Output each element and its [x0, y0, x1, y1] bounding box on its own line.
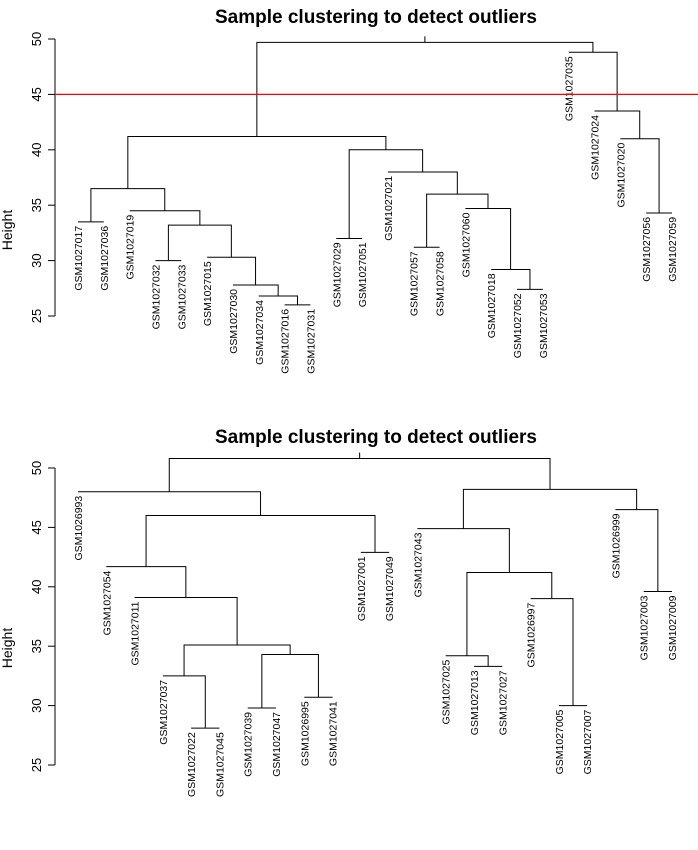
leaf-label: GSM1027007 [582, 709, 594, 774]
y-tick-label: 30 [29, 698, 44, 712]
leaf-label: GSM1027041 [328, 701, 340, 766]
leaf-label: GSM1027049 [384, 556, 396, 621]
dendrogram-panel-top: Sample clustering to detect outliers 25 3… [0, 7, 698, 374]
y-tick-label: 45 [29, 520, 44, 534]
y-tick-label: 45 [29, 87, 44, 101]
chart-title: Sample clustering to detect outliers [215, 427, 537, 448]
dendrogram-branch [620, 138, 660, 213]
dendrogram-branch [258, 295, 299, 305]
leaf-label: GSM1026999 [610, 513, 622, 578]
leaf-label: GSM1027053 [538, 293, 550, 358]
leaf-label: GSM1027017 [73, 226, 85, 291]
dendrogram-branch [183, 644, 291, 676]
dendrogram-branch [167, 224, 232, 261]
leaf-label: GSM1026997 [526, 603, 538, 668]
dendrogram-branch [127, 136, 387, 189]
dendrogram-branches [78, 36, 672, 306]
leaf-label: GSM1027020 [615, 143, 627, 208]
leaf-label: GSM1027052 [512, 293, 524, 358]
dendrogram-branch [465, 208, 512, 270]
dendrogram-branch [129, 210, 201, 226]
leaf-label: GSM1027059 [667, 217, 679, 282]
leaf-label: GSM1027009 [667, 595, 679, 660]
leaf-label: GSM1027027 [497, 670, 509, 735]
dendrogram-branch [530, 598, 574, 706]
y-tick-label: 25 [29, 758, 44, 772]
dendrogram-branch [78, 491, 262, 516]
leaf-label: GSM1027030 [228, 289, 240, 354]
leaf-label: GSM1027035 [564, 56, 576, 121]
dendrogram-branch [615, 509, 659, 592]
leaf-label: GSM1027016 [280, 309, 292, 374]
y-tick-label: 40 [29, 580, 44, 594]
dendrogram-branch [445, 655, 489, 667]
dendrogram-branch [417, 528, 510, 573]
y-tick-label: 50 [29, 32, 44, 46]
dendrogram-branch [426, 193, 489, 248]
leaf-label: GSM1027005 [554, 709, 566, 774]
leaf-label: GSM1027057 [409, 251, 421, 316]
leaf-label: GSM1027054 [101, 570, 113, 635]
dendrogram-branch [466, 572, 553, 656]
y-tick-label: 50 [29, 461, 44, 475]
dendrogram-branch [145, 515, 376, 567]
leaf-label: GSM1027029 [331, 242, 343, 307]
leaf-label: GSM1027003 [639, 595, 651, 660]
y-tick-label: 35 [29, 198, 44, 212]
y-axis-ticks: 25 30 35 40 45 50 [29, 461, 55, 772]
leaf-label: GSM1027036 [99, 226, 111, 291]
leaf-label: GSM1027034 [254, 300, 266, 365]
leaf-label: GSM1027037 [158, 680, 170, 745]
leaf-label: GSM1027024 [590, 115, 602, 180]
dendrogram-branch [162, 675, 206, 729]
leaf-label: GSM1027058 [435, 251, 447, 316]
leaf-label: GSM1027001 [356, 556, 368, 621]
y-tick-label: 25 [29, 309, 44, 323]
dendrogram-branch [168, 457, 551, 492]
dendrogram-branch [491, 268, 531, 290]
dendrogram-panel-bottom: Sample clustering to detect outliers 25 3… [0, 427, 679, 797]
leaf-label: GSM1026995 [299, 701, 311, 766]
leaf-label: GSM1027056 [641, 217, 653, 282]
dendrogram-branches [78, 452, 672, 729]
leaf-label: GSM1027047 [271, 712, 283, 777]
leaf-label: GSM1027033 [176, 264, 188, 329]
leaf-label: GSM1027060 [460, 212, 472, 277]
leaf-labels: GSM1026993 GSM1027054 GSM1027011 GSM1027037… [73, 496, 679, 797]
leaf-label: GSM1027021 [383, 176, 395, 241]
y-axis-label: Height [0, 628, 15, 669]
dendrogram-branch [261, 654, 319, 708]
leaf-label: GSM1026993 [73, 496, 85, 561]
leaf-label: GSM1027032 [150, 264, 162, 329]
y-tick-label: 30 [29, 253, 44, 267]
leaf-label: GSM1027043 [412, 532, 424, 597]
dendrogram-branch [387, 171, 458, 195]
dendrogram-branch [568, 51, 618, 112]
dendrogram-branch [134, 596, 238, 646]
leaf-labels: GSM1027017 GSM1027036 GSM1027019 GSM1027032… [73, 56, 679, 374]
leaf-label: GSM1027013 [469, 670, 481, 735]
y-axis-label: Height [0, 210, 15, 251]
leaf-label: GSM1027015 [202, 261, 214, 326]
leaf-label: GSM1027039 [243, 712, 255, 777]
leaf-label: GSM1027025 [441, 660, 453, 725]
leaf-label: GSM1027018 [486, 273, 498, 338]
leaf-label: GSM1027051 [357, 242, 369, 307]
y-tick-label: 35 [29, 639, 44, 653]
leaf-label: GSM1027045 [214, 732, 226, 797]
leaf-label: GSM1027022 [186, 732, 198, 797]
dendrogram-branch [594, 110, 641, 139]
y-tick-label: 40 [29, 143, 44, 157]
y-axis-ticks: 25 30 35 40 45 50 [29, 32, 55, 323]
leaf-label: GSM1027019 [125, 215, 137, 280]
chart-title: Sample clustering to detect outliers [215, 7, 537, 28]
dendrogram-branch [106, 566, 187, 598]
leaf-label: GSM1027031 [305, 309, 317, 374]
dendrogram-branch [232, 284, 279, 297]
leaf-label: GSM1027011 [130, 601, 142, 665]
dendrogram-branch [207, 256, 257, 285]
dendrogram-branch [256, 41, 594, 137]
